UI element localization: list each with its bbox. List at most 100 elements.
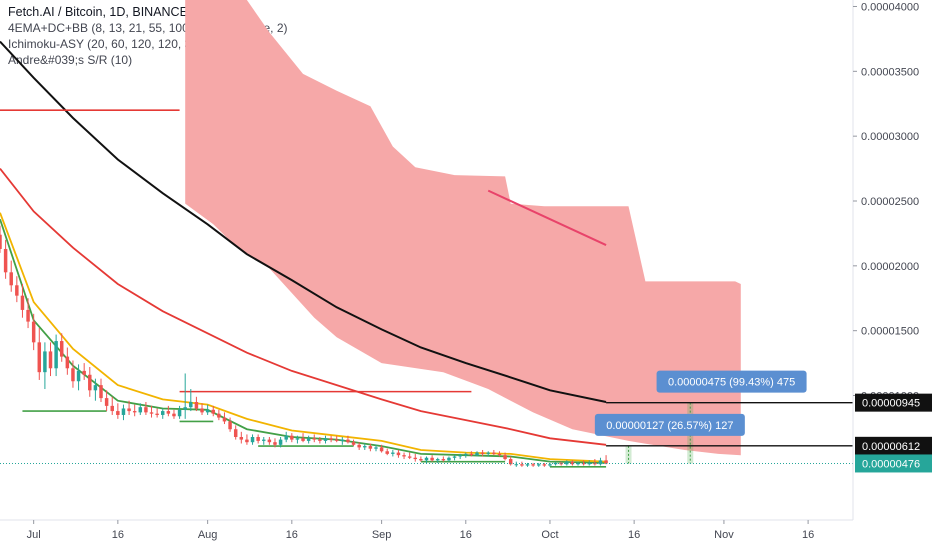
candle-body <box>374 447 378 449</box>
candle-body <box>514 464 519 466</box>
candle-body <box>217 413 221 418</box>
candle-body <box>205 409 210 413</box>
trend-line-8 <box>487 189 607 246</box>
candle-body <box>149 412 154 414</box>
price-tick-label: 0.00004000 <box>861 1 919 13</box>
time-tick-label: 16 <box>286 529 298 541</box>
time-tick-label: Nov <box>714 529 734 541</box>
candle-body <box>536 464 541 466</box>
price-tick-label: 0.00003000 <box>861 131 919 143</box>
measure-label-box-2[interactable] <box>594 413 745 436</box>
candle-body <box>99 385 103 399</box>
candle-body <box>3 248 8 273</box>
candle-body <box>54 341 58 369</box>
candle-body <box>548 464 552 466</box>
candle-body <box>486 452 490 454</box>
candle-body <box>385 451 389 454</box>
candle-body <box>581 462 586 465</box>
ema-line-4 <box>0 40 607 403</box>
candle-body <box>604 460 608 464</box>
candle-body <box>475 452 479 456</box>
candle-body <box>391 452 395 454</box>
candle-body <box>329 438 333 440</box>
candle-body <box>43 351 47 373</box>
candle-body <box>71 368 75 382</box>
price-tag-3: 0.00000476 <box>862 458 920 470</box>
candle-body <box>323 438 328 441</box>
indicator-sr[interactable]: Andre&#039;s S/R (10) <box>8 53 133 67</box>
price-tag-bg-2[interactable] <box>855 436 932 455</box>
support-resistance-layer <box>0 109 607 468</box>
measure-label-2: 0.00000127 (26.57%) 127 <box>606 420 733 432</box>
candle-body <box>576 462 580 465</box>
time-tick-label: Jul <box>27 529 41 541</box>
candle-body <box>20 295 25 310</box>
candle-body <box>256 437 260 441</box>
candle-body <box>469 453 474 456</box>
candle-body <box>88 374 92 391</box>
time-tick-label: 16 <box>628 529 640 541</box>
candle-body <box>194 401 199 409</box>
candle-body <box>447 457 451 461</box>
candle-body <box>402 455 406 457</box>
time-tick-label: Oct <box>541 529 558 541</box>
candle-body <box>132 411 137 413</box>
candle-body <box>503 455 507 460</box>
candle-body <box>312 438 317 440</box>
price-tag-bg-1[interactable] <box>855 393 932 412</box>
candle-body <box>59 341 64 357</box>
candle-body <box>245 439 249 443</box>
symbol-title[interactable]: Fetch.AI / Bitcoin, 1D, BINANCE <box>8 5 188 19</box>
candle-body <box>228 421 232 430</box>
candle-body <box>492 452 496 454</box>
candle-body <box>430 457 434 461</box>
candle-body <box>104 398 109 406</box>
price-tag-bg-3[interactable] <box>855 454 932 473</box>
candle-body <box>334 439 339 441</box>
candle-body <box>363 446 367 448</box>
candle-body <box>26 309 30 322</box>
candle-body <box>183 407 187 410</box>
candle-body <box>368 446 373 449</box>
ema-lines-layer <box>0 40 607 464</box>
candle-body <box>570 461 575 465</box>
candle-body <box>419 459 423 461</box>
time-tick-label: 16 <box>802 529 814 541</box>
candle-body <box>161 411 165 415</box>
candle-body <box>452 456 457 458</box>
candle-body <box>480 452 485 454</box>
candle-body <box>267 439 272 443</box>
candle-body <box>262 439 266 441</box>
candle-body <box>295 438 300 440</box>
candle-body <box>525 464 530 466</box>
measure-label-box-1[interactable] <box>656 370 807 393</box>
candle-body <box>340 439 345 441</box>
candle-body <box>177 409 182 417</box>
candle-body <box>48 351 53 369</box>
indicator-ichimoku[interactable]: Ichimoku-ASY (20, 60, 120, 120, 30) <box>8 37 202 51</box>
candle-body <box>357 444 361 448</box>
time-tick-label: 16 <box>112 529 124 541</box>
candle-body <box>351 442 356 445</box>
candle-body <box>278 439 283 445</box>
candle-body <box>598 460 603 465</box>
candle-body <box>497 453 502 456</box>
price-axis[interactable]: 0.00004000 0.00003500 0.00003000 0.00002500… <box>852 0 932 520</box>
candle-body <box>31 321 36 343</box>
candle-body <box>172 413 176 417</box>
candle-body <box>93 385 98 391</box>
candle-body <box>9 272 13 286</box>
candle-body <box>116 411 120 415</box>
candle-body <box>458 455 462 457</box>
candle-body <box>435 459 440 461</box>
candle-body <box>273 442 277 445</box>
candle-body <box>413 457 418 460</box>
candle-body <box>531 464 535 466</box>
price-tick-label: 0.00002000 <box>861 261 919 273</box>
price-tag-2: 0.00000612 <box>862 441 920 453</box>
time-axis[interactable]: Jul 16 Aug 16 Sep 16 Oct 16 Nov 16 <box>0 519 853 541</box>
candle-body <box>200 408 204 413</box>
candle-body <box>318 439 322 441</box>
candle-body <box>15 285 19 296</box>
